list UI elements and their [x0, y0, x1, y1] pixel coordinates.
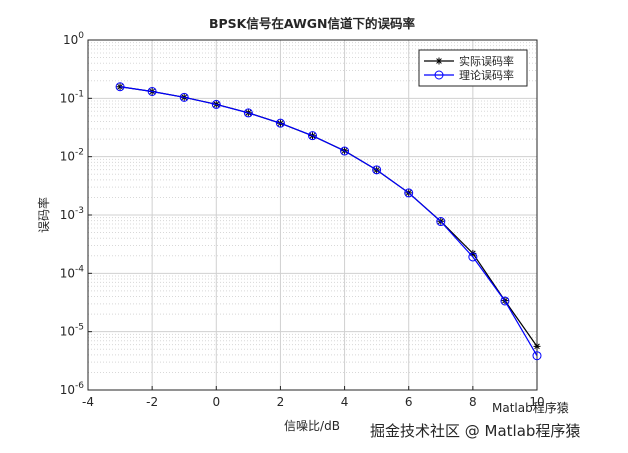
marker — [211, 99, 221, 109]
y-tick-exponent: -1 — [75, 89, 84, 99]
y-tick-base: 10 — [60, 208, 75, 222]
x-tick-label: -2 — [146, 395, 158, 409]
marker — [372, 165, 382, 175]
x-axis-label: 信噪比/dB — [284, 419, 340, 433]
marker — [115, 82, 125, 92]
y-tick-label: 10-5 — [60, 323, 84, 339]
marker — [179, 92, 189, 102]
series-line — [119, 86, 538, 357]
y-tick-label: 10-2 — [60, 148, 84, 164]
marker — [468, 252, 478, 262]
x-tick-label: 0 — [212, 395, 220, 409]
x-tick-label: 4 — [341, 395, 349, 409]
marker — [436, 217, 446, 227]
legend-marker — [434, 70, 444, 80]
marker — [434, 70, 444, 80]
legend-marker — [435, 57, 443, 65]
marker — [532, 351, 542, 361]
x-tick-label: -4 — [82, 395, 94, 409]
marker — [340, 146, 350, 156]
y-tick-exponent: -4 — [75, 264, 84, 274]
watermark: 掘金技术社区 @ Matlab程序猿 — [370, 422, 580, 440]
y-tick-label: 10-6 — [60, 381, 85, 397]
y-tick-label: 100 — [63, 31, 84, 47]
x-tick-label: 2 — [277, 395, 285, 409]
y-tick-base: 10 — [60, 266, 75, 280]
watermark: Matlab程序猿 — [492, 400, 569, 415]
legend-label: 实际误码率 — [459, 54, 514, 68]
x-tick-label: 10 — [529, 395, 544, 409]
y-tick-base: 10 — [60, 150, 75, 164]
y-tick-exponent: -6 — [75, 381, 84, 391]
marker — [308, 131, 317, 141]
y-tick-label: 10-3 — [60, 206, 84, 222]
y-tick-exponent: -2 — [75, 148, 84, 158]
y-tick-base: 10 — [60, 325, 75, 339]
marker — [243, 108, 253, 118]
y-tick-base: 10 — [60, 91, 75, 105]
marker — [533, 342, 541, 350]
legend-box — [418, 49, 528, 87]
x-tick-label: 8 — [469, 395, 477, 409]
marker — [435, 57, 443, 65]
y-tick-exponent: -3 — [75, 206, 84, 216]
marker — [275, 118, 285, 128]
y-tick-label: 10-4 — [60, 264, 85, 280]
marker — [147, 86, 157, 96]
chart-title: BPSK信号在AWGN信道下的误码率 — [209, 16, 416, 31]
y-tick-base: 10 — [63, 33, 78, 47]
y-axis-label: 误码率 — [36, 197, 51, 233]
y-tick-exponent: 0 — [78, 31, 84, 41]
y-tick-label: 10-1 — [60, 89, 84, 105]
marker — [116, 83, 124, 91]
marker — [500, 296, 510, 306]
marker — [404, 188, 414, 198]
y-tick-base: 10 — [60, 383, 75, 397]
y-tick-exponent: -5 — [75, 323, 84, 333]
legend-label: 理论误码率 — [459, 68, 514, 82]
x-tick-label: 6 — [405, 395, 413, 409]
